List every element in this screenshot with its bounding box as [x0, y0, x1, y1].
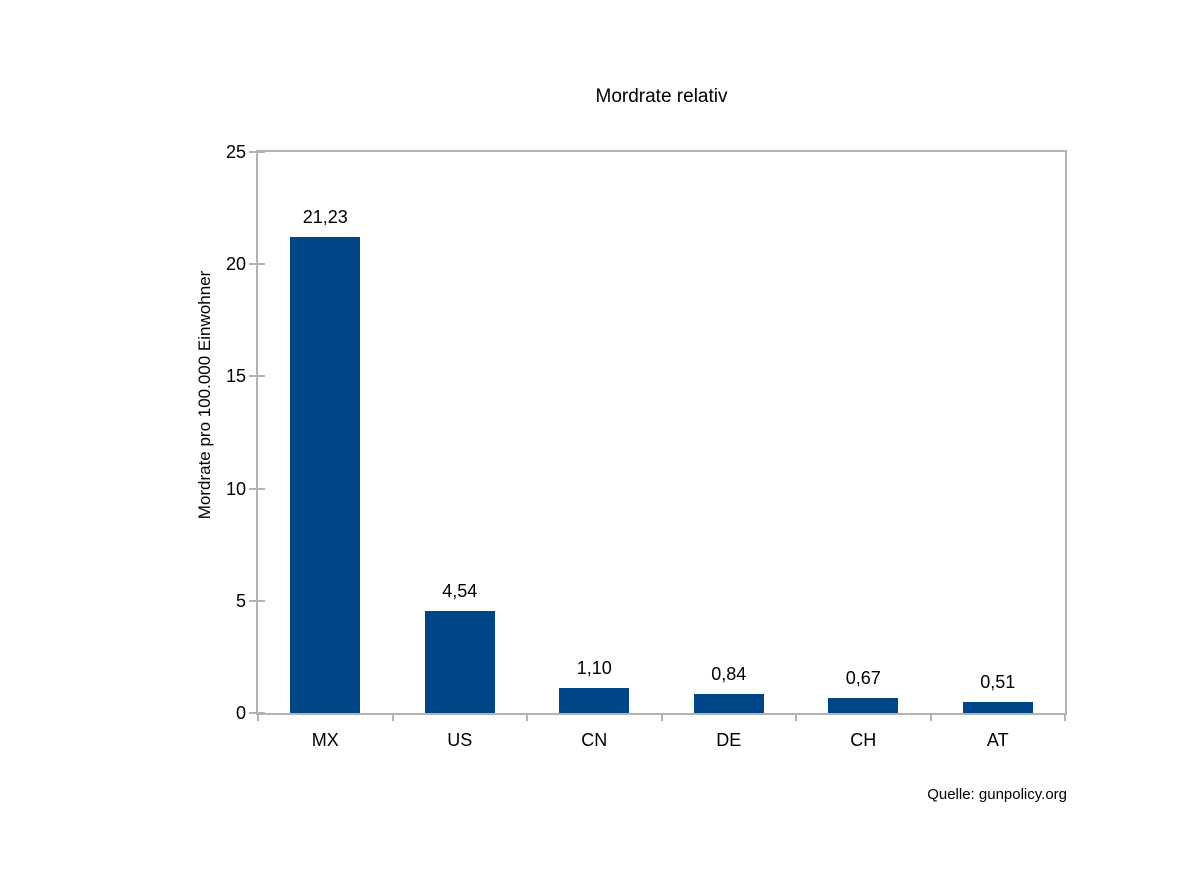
bar-ch: [828, 697, 899, 713]
x-category-label: MX: [311, 730, 339, 750]
y-tick-mark: [249, 599, 265, 602]
x-tick-mark: [1064, 713, 1066, 721]
x-tick-mark: [795, 713, 797, 721]
x-tick-mark: [391, 713, 394, 721]
bar-value-label: 1,10: [576, 658, 612, 679]
y-tick-label: 10: [225, 478, 246, 499]
y-tick-label: 15: [225, 366, 246, 387]
bar-mx: [290, 236, 361, 713]
y-tick-mark: [249, 151, 265, 153]
x-category-label: AT: [986, 730, 1009, 750]
plot-area: [256, 150, 1067, 715]
x-category-label: CH: [850, 730, 877, 750]
y-tick-label: 5: [235, 590, 246, 611]
x-category-label: CN: [581, 730, 608, 750]
bar-value-label: 0,51: [980, 671, 1016, 692]
x-tick-mark: [660, 713, 663, 721]
y-axis-label: Mordrate pro 100.000 Einwohner: [195, 270, 214, 520]
x-category-label: DE: [716, 730, 742, 750]
bar-at: [962, 701, 1033, 713]
bar-value-label: 4,54: [442, 581, 478, 602]
source-credit: Quelle: gunpolicy.org: [927, 786, 1067, 803]
bar-value-label: 0,84: [711, 664, 747, 685]
bar-value-label: 0,67: [845, 667, 881, 688]
x-category-label: US: [447, 730, 473, 750]
bar-us: [424, 611, 495, 713]
y-tick-mark: [249, 375, 265, 378]
y-tick-label: 25: [225, 142, 246, 162]
x-tick-mark: [526, 713, 528, 721]
x-tick-mark: [929, 713, 932, 721]
bar-value-label: 21,23: [302, 206, 348, 227]
y-tick-mark: [249, 487, 265, 490]
x-tick-mark: [257, 713, 259, 721]
y-tick-label: 0: [235, 703, 246, 723]
bar-cn: [559, 688, 630, 713]
y-tick-mark: [249, 263, 265, 266]
chart-title: Mordrate relativ: [595, 86, 728, 107]
bar-de: [693, 694, 764, 713]
y-tick-label: 20: [225, 254, 246, 275]
